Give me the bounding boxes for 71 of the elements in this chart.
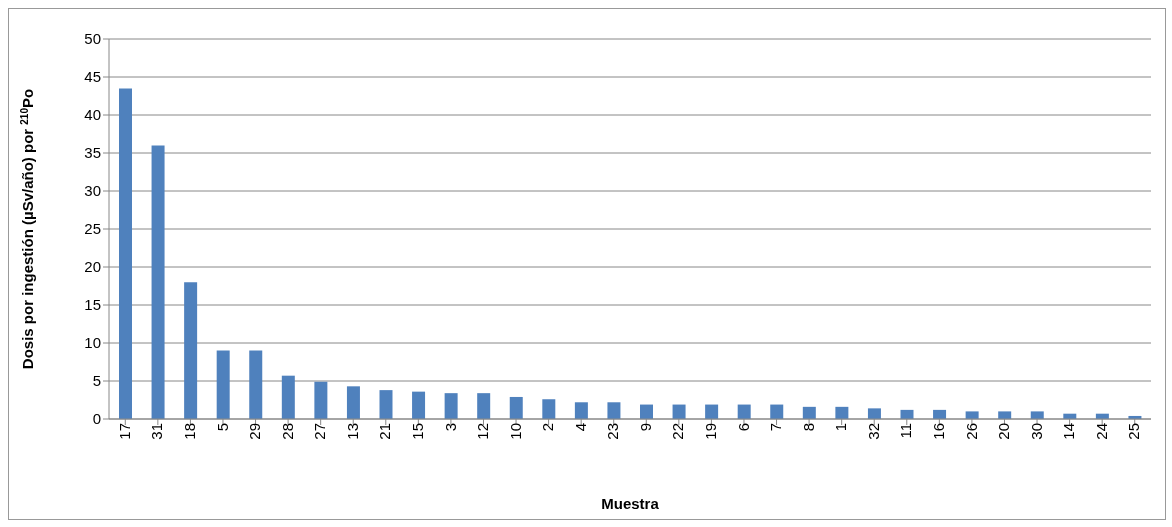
bar (542, 399, 556, 419)
bar (249, 350, 263, 419)
x-tick-label: 10 (506, 423, 524, 440)
y-tick-label: 35 (84, 144, 101, 162)
bar (705, 404, 719, 419)
bar (737, 404, 751, 419)
x-tick-label: 6 (734, 423, 752, 432)
bar (835, 406, 849, 419)
y-tick-label: 30 (84, 182, 101, 200)
x-tick-label: 21 (376, 423, 394, 440)
x-tick-label: 4 (571, 423, 589, 432)
x-axis-title: Muestra (601, 495, 660, 512)
y-tick-label: 20 (84, 258, 101, 276)
x-tick-label: 2 (539, 423, 557, 432)
x-tick-label: 12 (474, 423, 492, 440)
y-tick-label: 5 (92, 372, 101, 390)
y-tick-label: 0 (92, 410, 101, 428)
x-tick-label: 31 (148, 423, 166, 440)
x-tick-label: 3 (441, 423, 459, 432)
x-tick-label: 26 (962, 423, 980, 440)
x-tick-label: 28 (278, 423, 296, 440)
x-tick-label: 27 (311, 423, 329, 440)
x-tick-label: 9 (636, 423, 654, 432)
bar (477, 393, 491, 419)
bar (672, 404, 686, 419)
x-tick-label: 25 (1125, 423, 1143, 440)
x-tick-label: 11 (897, 423, 915, 439)
bar (119, 88, 132, 419)
bar (770, 404, 784, 419)
bar (998, 411, 1012, 419)
x-tick-label: 17 (115, 423, 133, 440)
y-tick-label: 10 (84, 334, 101, 352)
x-tick-label: 15 (408, 423, 426, 440)
bar (640, 404, 653, 419)
bar (281, 375, 295, 419)
bar (867, 408, 881, 419)
bar (151, 145, 165, 419)
x-tick-label: 24 (1092, 423, 1110, 440)
x-tick-label: 1 (832, 423, 850, 432)
x-tick-label: 29 (246, 423, 264, 440)
bar (379, 390, 393, 419)
x-tick-label: 8 (799, 423, 817, 432)
bar (574, 402, 588, 419)
x-tick-label: 19 (702, 423, 720, 440)
x-tick-label: 30 (1027, 423, 1045, 440)
x-tick-label: 16 (929, 423, 947, 440)
bar (314, 381, 328, 419)
y-tick-label: 15 (84, 296, 101, 314)
bar (216, 350, 230, 419)
x-tick-label: 23 (604, 423, 622, 440)
bar (607, 402, 621, 419)
x-tick-label: 13 (343, 423, 361, 440)
x-tick-label: 32 (864, 423, 882, 440)
y-tick-label: 50 (84, 30, 101, 48)
bar (444, 393, 458, 419)
x-tick-label: 7 (767, 423, 785, 432)
x-tick-label: 14 (1060, 423, 1078, 440)
bar (965, 411, 979, 419)
y-tick-label: 45 (84, 68, 101, 86)
x-tick-label: 5 (213, 423, 231, 432)
bar (1030, 411, 1044, 419)
x-tick-label: 20 (995, 423, 1013, 440)
bar (802, 406, 816, 419)
y-tick-label: 25 (84, 220, 101, 238)
bar (184, 282, 198, 419)
x-tick-label: 22 (669, 423, 687, 440)
y-tick-label: 40 (84, 106, 101, 124)
x-tick-label: 18 (181, 423, 199, 440)
bar (346, 386, 360, 419)
bar (509, 396, 523, 419)
bar (412, 391, 426, 419)
